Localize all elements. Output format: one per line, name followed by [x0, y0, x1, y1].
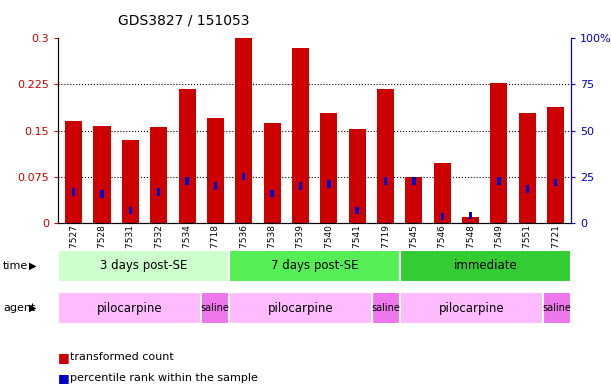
Bar	[207, 118, 224, 223]
Text: pilocarpine: pilocarpine	[268, 302, 333, 314]
Bar	[229, 292, 371, 324]
Bar	[157, 188, 161, 196]
Bar	[377, 89, 394, 223]
Text: pilocarpine: pilocarpine	[439, 302, 504, 314]
Bar	[519, 113, 536, 223]
Bar	[554, 179, 557, 187]
Bar	[65, 121, 82, 223]
Text: pilocarpine: pilocarpine	[97, 302, 162, 314]
Bar	[349, 129, 366, 223]
Bar	[462, 217, 479, 223]
Bar	[371, 292, 400, 324]
Text: 7 days post-SE: 7 days post-SE	[271, 260, 359, 272]
Bar	[547, 107, 564, 223]
Text: percentile rank within the sample: percentile rank within the sample	[70, 373, 258, 383]
Bar	[543, 292, 571, 324]
Bar	[58, 292, 200, 324]
Bar	[263, 122, 280, 223]
Text: ▶: ▶	[29, 303, 36, 313]
Bar	[497, 177, 500, 185]
Bar	[356, 207, 359, 214]
Bar	[406, 177, 422, 223]
Bar	[185, 177, 189, 185]
Text: agent: agent	[3, 303, 35, 313]
Bar	[271, 190, 274, 197]
Bar	[384, 177, 387, 185]
Text: transformed count: transformed count	[70, 352, 174, 362]
Bar	[400, 250, 571, 282]
Text: 3 days post-SE: 3 days post-SE	[100, 260, 188, 272]
Bar	[72, 188, 75, 196]
Bar	[525, 185, 529, 193]
Bar	[229, 250, 400, 282]
Text: ■: ■	[58, 372, 70, 384]
Bar	[327, 180, 331, 188]
Text: saline: saline	[200, 303, 229, 313]
Bar	[129, 207, 132, 214]
Bar	[200, 292, 229, 324]
Bar	[469, 212, 472, 219]
Bar	[441, 213, 444, 220]
Bar	[178, 89, 196, 223]
Bar	[434, 163, 451, 223]
Bar	[58, 250, 229, 282]
Text: GDS3827 / 151053: GDS3827 / 151053	[117, 13, 249, 27]
Text: immediate: immediate	[454, 260, 518, 272]
Bar	[299, 182, 302, 190]
Bar	[412, 177, 415, 185]
Text: ▶: ▶	[29, 261, 36, 271]
Bar	[320, 113, 337, 223]
Bar	[214, 182, 217, 190]
Text: saline: saline	[371, 303, 400, 313]
Bar	[242, 173, 246, 180]
Bar	[235, 38, 252, 223]
Bar	[292, 48, 309, 223]
Bar	[150, 127, 167, 223]
Bar	[93, 126, 111, 223]
Bar	[100, 190, 104, 197]
Bar	[122, 140, 139, 223]
Bar	[400, 292, 543, 324]
Text: saline: saline	[543, 303, 571, 313]
Bar	[491, 83, 508, 223]
Text: ■: ■	[58, 351, 70, 364]
Text: time: time	[3, 261, 28, 271]
